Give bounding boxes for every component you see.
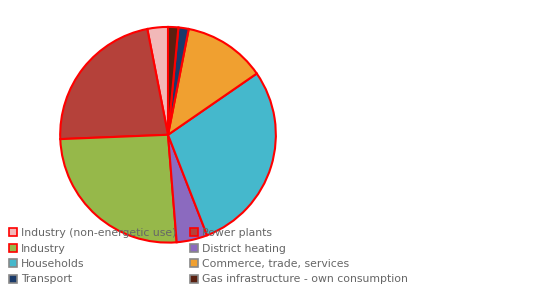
Wedge shape <box>60 29 168 139</box>
Wedge shape <box>168 27 178 135</box>
Wedge shape <box>168 28 189 135</box>
Wedge shape <box>147 27 168 135</box>
Wedge shape <box>168 74 276 235</box>
Legend: Industry (non-energetic use), Industry, Households, Transport, Power plants, Dis: Industry (non-energetic use), Industry, … <box>5 225 411 288</box>
Wedge shape <box>168 135 207 242</box>
Wedge shape <box>168 29 257 135</box>
Wedge shape <box>60 135 177 243</box>
